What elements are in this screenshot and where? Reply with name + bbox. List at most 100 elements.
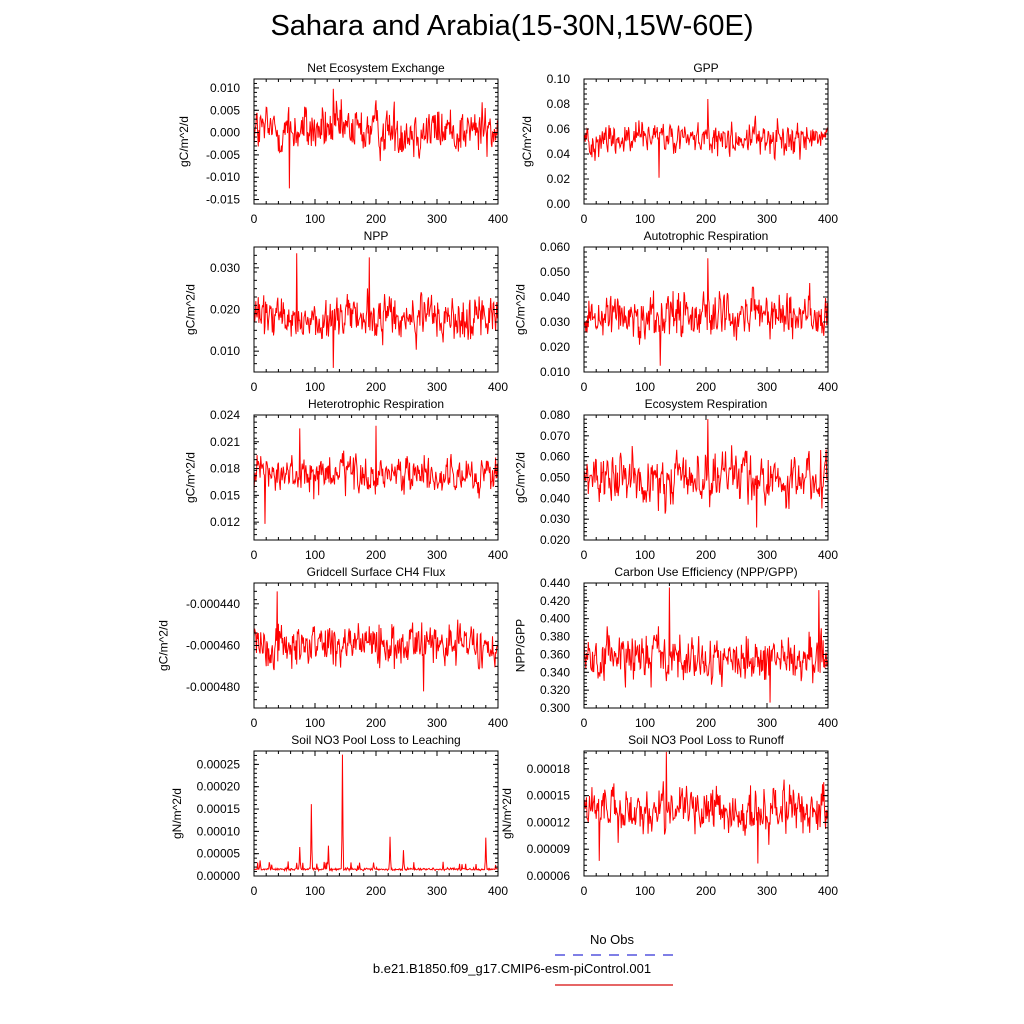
panel-title: Net Ecosystem Exchange [307, 61, 445, 75]
panel-title: Gridcell Surface CH4 Flux [307, 565, 446, 579]
y-tick-label: 0.00010 [197, 824, 241, 838]
y-axis-label: gC/m^2/d [520, 116, 534, 167]
x-tick-label: 400 [488, 884, 508, 898]
y-tick-label: 0.020 [210, 303, 240, 317]
y-tick-label: -0.000480 [186, 680, 240, 694]
series-line [253, 591, 498, 692]
y-tick-label: 0.340 [540, 665, 570, 679]
x-tick-label: 0 [581, 884, 588, 898]
y-axis-label: NPP/GPP [514, 619, 528, 672]
panel-6: 0 100 200 300 400 -0.000480 -0.000460 -0.000440… [157, 565, 509, 730]
x-tick-label: 100 [635, 548, 655, 562]
series-line [583, 258, 828, 366]
x-tick-label: 300 [757, 548, 777, 562]
y-tick-label: -0.010 [206, 170, 240, 184]
y-tick-label: 0.015 [210, 488, 240, 502]
y-tick-label: 0.440 [540, 576, 570, 590]
y-tick-label: 0.012 [210, 515, 240, 529]
panel-0: 0 100 200 300 400 -0.015 -0.010 -0.005 0.000 0.00… [177, 61, 509, 226]
x-tick-label: 0 [581, 212, 588, 226]
series-line [253, 88, 498, 189]
y-tick-label: 0.00018 [527, 762, 571, 776]
x-tick-label: 300 [757, 716, 777, 730]
panel-title: NPP [364, 229, 389, 243]
legend-label-obs: No Obs [589, 932, 635, 947]
panel-title: Autotrophic Respiration [644, 229, 769, 243]
y-tick-label: 0.400 [540, 612, 570, 626]
panel-5: 0 100 200 300 400 0.020 0.030 0.040 0.050 0.060 0.… [514, 397, 839, 562]
y-tick-label: 0.060 [540, 450, 570, 464]
y-axis-label: gC/m^2/d [157, 620, 171, 671]
x-tick-label: 100 [635, 380, 655, 394]
x-tick-label: 100 [305, 548, 325, 562]
x-tick-label: 100 [635, 212, 655, 226]
y-tick-label: 0.300 [540, 701, 570, 715]
x-tick-label: 300 [757, 380, 777, 394]
x-tick-label: 300 [427, 884, 447, 898]
y-tick-label: 0.320 [540, 683, 570, 697]
y-tick-label: 0.08 [547, 97, 571, 111]
x-tick-label: 100 [635, 716, 655, 730]
x-tick-label: 200 [366, 548, 386, 562]
y-tick-label: 0.000 [210, 126, 240, 140]
panel-2: 0 100 200 300 400 0.010 0.020 0.030 NPP gC/m^2/d [184, 229, 509, 394]
x-tick-label: 100 [305, 716, 325, 730]
x-tick-label: 0 [251, 212, 258, 226]
y-tick-label: 0.04 [547, 147, 571, 161]
legend-label-model: b.e21.B1850.f09_g17.CMIP6-esm-piControl.… [372, 961, 652, 976]
x-tick-label: 300 [427, 716, 447, 730]
y-tick-label: 0.00000 [197, 869, 241, 883]
y-tick-label: 0.020 [540, 340, 570, 354]
x-tick-label: 0 [581, 548, 588, 562]
y-tick-label: 0.00015 [197, 802, 241, 816]
y-tick-label: 0.00015 [527, 789, 571, 803]
panel-title: Soil NO3 Pool Loss to Runoff [628, 733, 785, 747]
y-tick-label: 0.005 [210, 103, 240, 117]
x-tick-label: 0 [251, 380, 258, 394]
series-line [253, 253, 498, 368]
x-tick-label: 100 [305, 884, 325, 898]
panel-title: Carbon Use Efficiency (NPP/GPP) [614, 565, 797, 579]
x-tick-label: 300 [757, 884, 777, 898]
x-tick-label: 200 [366, 716, 386, 730]
series-line [583, 419, 828, 528]
x-tick-label: 400 [818, 212, 838, 226]
x-tick-label: 200 [696, 884, 716, 898]
y-axis-label: gC/m^2/d [184, 452, 198, 503]
panel-4: 0 100 200 300 400 0.012 0.015 0.018 0.021 0.024 He… [184, 397, 509, 562]
x-tick-label: 100 [305, 212, 325, 226]
y-tick-label: 0.00009 [527, 842, 571, 856]
y-tick-label: 0.060 [540, 240, 570, 254]
y-axis-label: gN/m^2/d [500, 788, 514, 839]
x-tick-label: 400 [488, 548, 508, 562]
panel-8: 0 100 200 300 400 0.00000 0.00005 0.00010 0.0001… [170, 733, 508, 898]
y-axis-label: gN/m^2/d [170, 788, 184, 839]
x-tick-label: 300 [427, 212, 447, 226]
plot-frame [253, 246, 499, 373]
series-line [253, 425, 498, 524]
y-tick-label: 0.080 [540, 408, 570, 422]
x-tick-label: 400 [488, 380, 508, 394]
x-tick-label: 200 [696, 716, 716, 730]
y-tick-label: 0.020 [540, 533, 570, 547]
y-tick-label: 0.030 [210, 261, 240, 275]
plot-frame [583, 582, 829, 709]
y-tick-label: 0.030 [540, 315, 570, 329]
x-tick-label: 200 [366, 212, 386, 226]
y-tick-label: 0.070 [540, 429, 570, 443]
x-tick-label: 400 [818, 380, 838, 394]
y-tick-label: 0.050 [540, 265, 570, 279]
x-tick-label: 0 [581, 716, 588, 730]
panel-title: Heterotrophic Respiration [308, 397, 444, 411]
y-tick-label: 0.420 [540, 594, 570, 608]
y-tick-label: 0.02 [547, 172, 571, 186]
y-tick-label: 0.00012 [527, 815, 571, 829]
x-tick-label: 400 [818, 548, 838, 562]
y-tick-label: 0.00006 [527, 869, 571, 883]
y-tick-label: 0.00025 [197, 757, 241, 771]
y-tick-label: 0.021 [210, 435, 240, 449]
x-tick-label: 400 [488, 212, 508, 226]
x-tick-label: 0 [251, 716, 258, 730]
x-tick-label: 0 [251, 884, 258, 898]
